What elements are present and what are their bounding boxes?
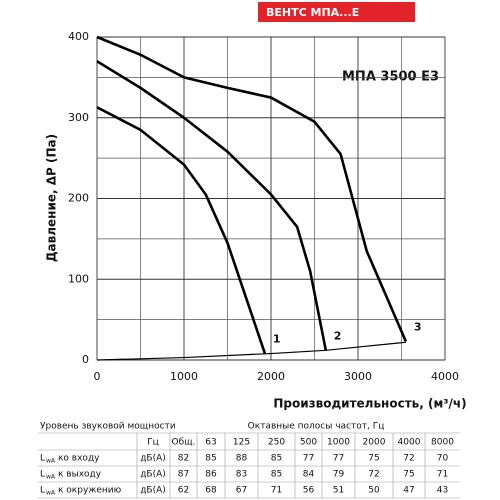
column-header: 250 — [268, 438, 285, 448]
cell: 67 — [236, 486, 247, 496]
cell: 70 — [437, 454, 449, 464]
x-tick-label: 1000 — [170, 370, 198, 383]
row-label: ко входу — [58, 454, 100, 464]
cell: 86 — [205, 470, 217, 480]
curve-label: 3 — [414, 320, 422, 333]
row-symbol-sub: wA — [46, 458, 56, 465]
row-symbol-sub: wA — [46, 490, 56, 497]
cell: 71 — [271, 486, 282, 496]
cell: 85 — [205, 454, 216, 464]
table-bands-title: Октавные полосы частот, Гц — [248, 422, 385, 432]
cell: 77 — [333, 454, 344, 464]
row-symbol: L — [40, 486, 45, 496]
cell: 79 — [333, 470, 345, 480]
y-tick-label: 300 — [68, 111, 89, 124]
curve — [96, 60, 328, 351]
row-unit: дБ(А) — [140, 470, 166, 480]
x-tick-label: 2000 — [257, 370, 285, 383]
badge: ВЕНТС МПА...Е — [266, 6, 359, 19]
cell: 50 — [368, 486, 380, 496]
cell: 83 — [236, 470, 247, 480]
y-tick-label: 200 — [68, 192, 89, 205]
y-axis-label: Давление, ΔP (Па) — [45, 134, 59, 262]
table-title: Уровень звуковой мощности — [40, 422, 176, 432]
cell: 82 — [178, 454, 189, 464]
unit-header: Гц — [147, 438, 159, 448]
curve-label: 2 — [334, 329, 342, 342]
row-symbol: L — [40, 470, 45, 480]
curve-label: 1 — [273, 333, 281, 346]
row-unit: дБ(А) — [140, 486, 166, 496]
x-tick-label: 3000 — [344, 370, 372, 383]
cell: 88 — [236, 454, 248, 464]
cell: 43 — [437, 486, 448, 496]
column-header: Общ. — [172, 438, 196, 448]
column-header: 125 — [233, 438, 250, 448]
y-tick-label: 100 — [68, 272, 89, 285]
column-header: 4000 — [398, 438, 421, 448]
table: Уровень звуковой мощности Октавные полосы… — [38, 422, 460, 499]
row-symbol-sub: wA — [46, 474, 56, 481]
column-header: 2000 — [363, 438, 386, 448]
x-tick-label: 0 — [94, 370, 101, 383]
cell: 72 — [368, 470, 379, 480]
badge-box — [258, 2, 415, 22]
column-header: 500 — [300, 438, 317, 448]
system-curve — [96, 341, 406, 361]
curve — [96, 106, 267, 354]
cell: 85 — [271, 454, 282, 464]
column-header: 63 — [205, 438, 216, 448]
cell: 47 — [403, 486, 414, 496]
row-label: к окружению — [58, 486, 122, 496]
x-tick-label: 4000 — [431, 370, 459, 383]
cell: 71 — [437, 470, 448, 480]
cell: 68 — [205, 486, 217, 496]
cell: 62 — [178, 486, 189, 496]
cell: 75 — [403, 470, 414, 480]
x-axis-label: Производительность, (м³/ч) — [273, 397, 466, 411]
row-symbol: L — [40, 454, 45, 464]
chart-title: МПА 3500 Е3 — [342, 70, 439, 85]
y-tick-label: 0 — [82, 353, 89, 366]
column-header: 1000 — [327, 438, 350, 448]
cell: 85 — [271, 470, 282, 480]
cell: 72 — [403, 454, 414, 464]
cell: 56 — [303, 486, 315, 496]
curve — [96, 35, 408, 342]
cell: 77 — [303, 454, 314, 464]
cell: 75 — [368, 454, 379, 464]
row-unit: дБ(А) — [140, 454, 166, 464]
cell: 51 — [333, 486, 344, 496]
cell: 84 — [303, 470, 315, 480]
row-label: к выходу — [58, 470, 102, 480]
y-tick-label: 400 — [68, 30, 89, 43]
column-header: 8000 — [431, 438, 454, 448]
cell: 87 — [178, 470, 189, 480]
